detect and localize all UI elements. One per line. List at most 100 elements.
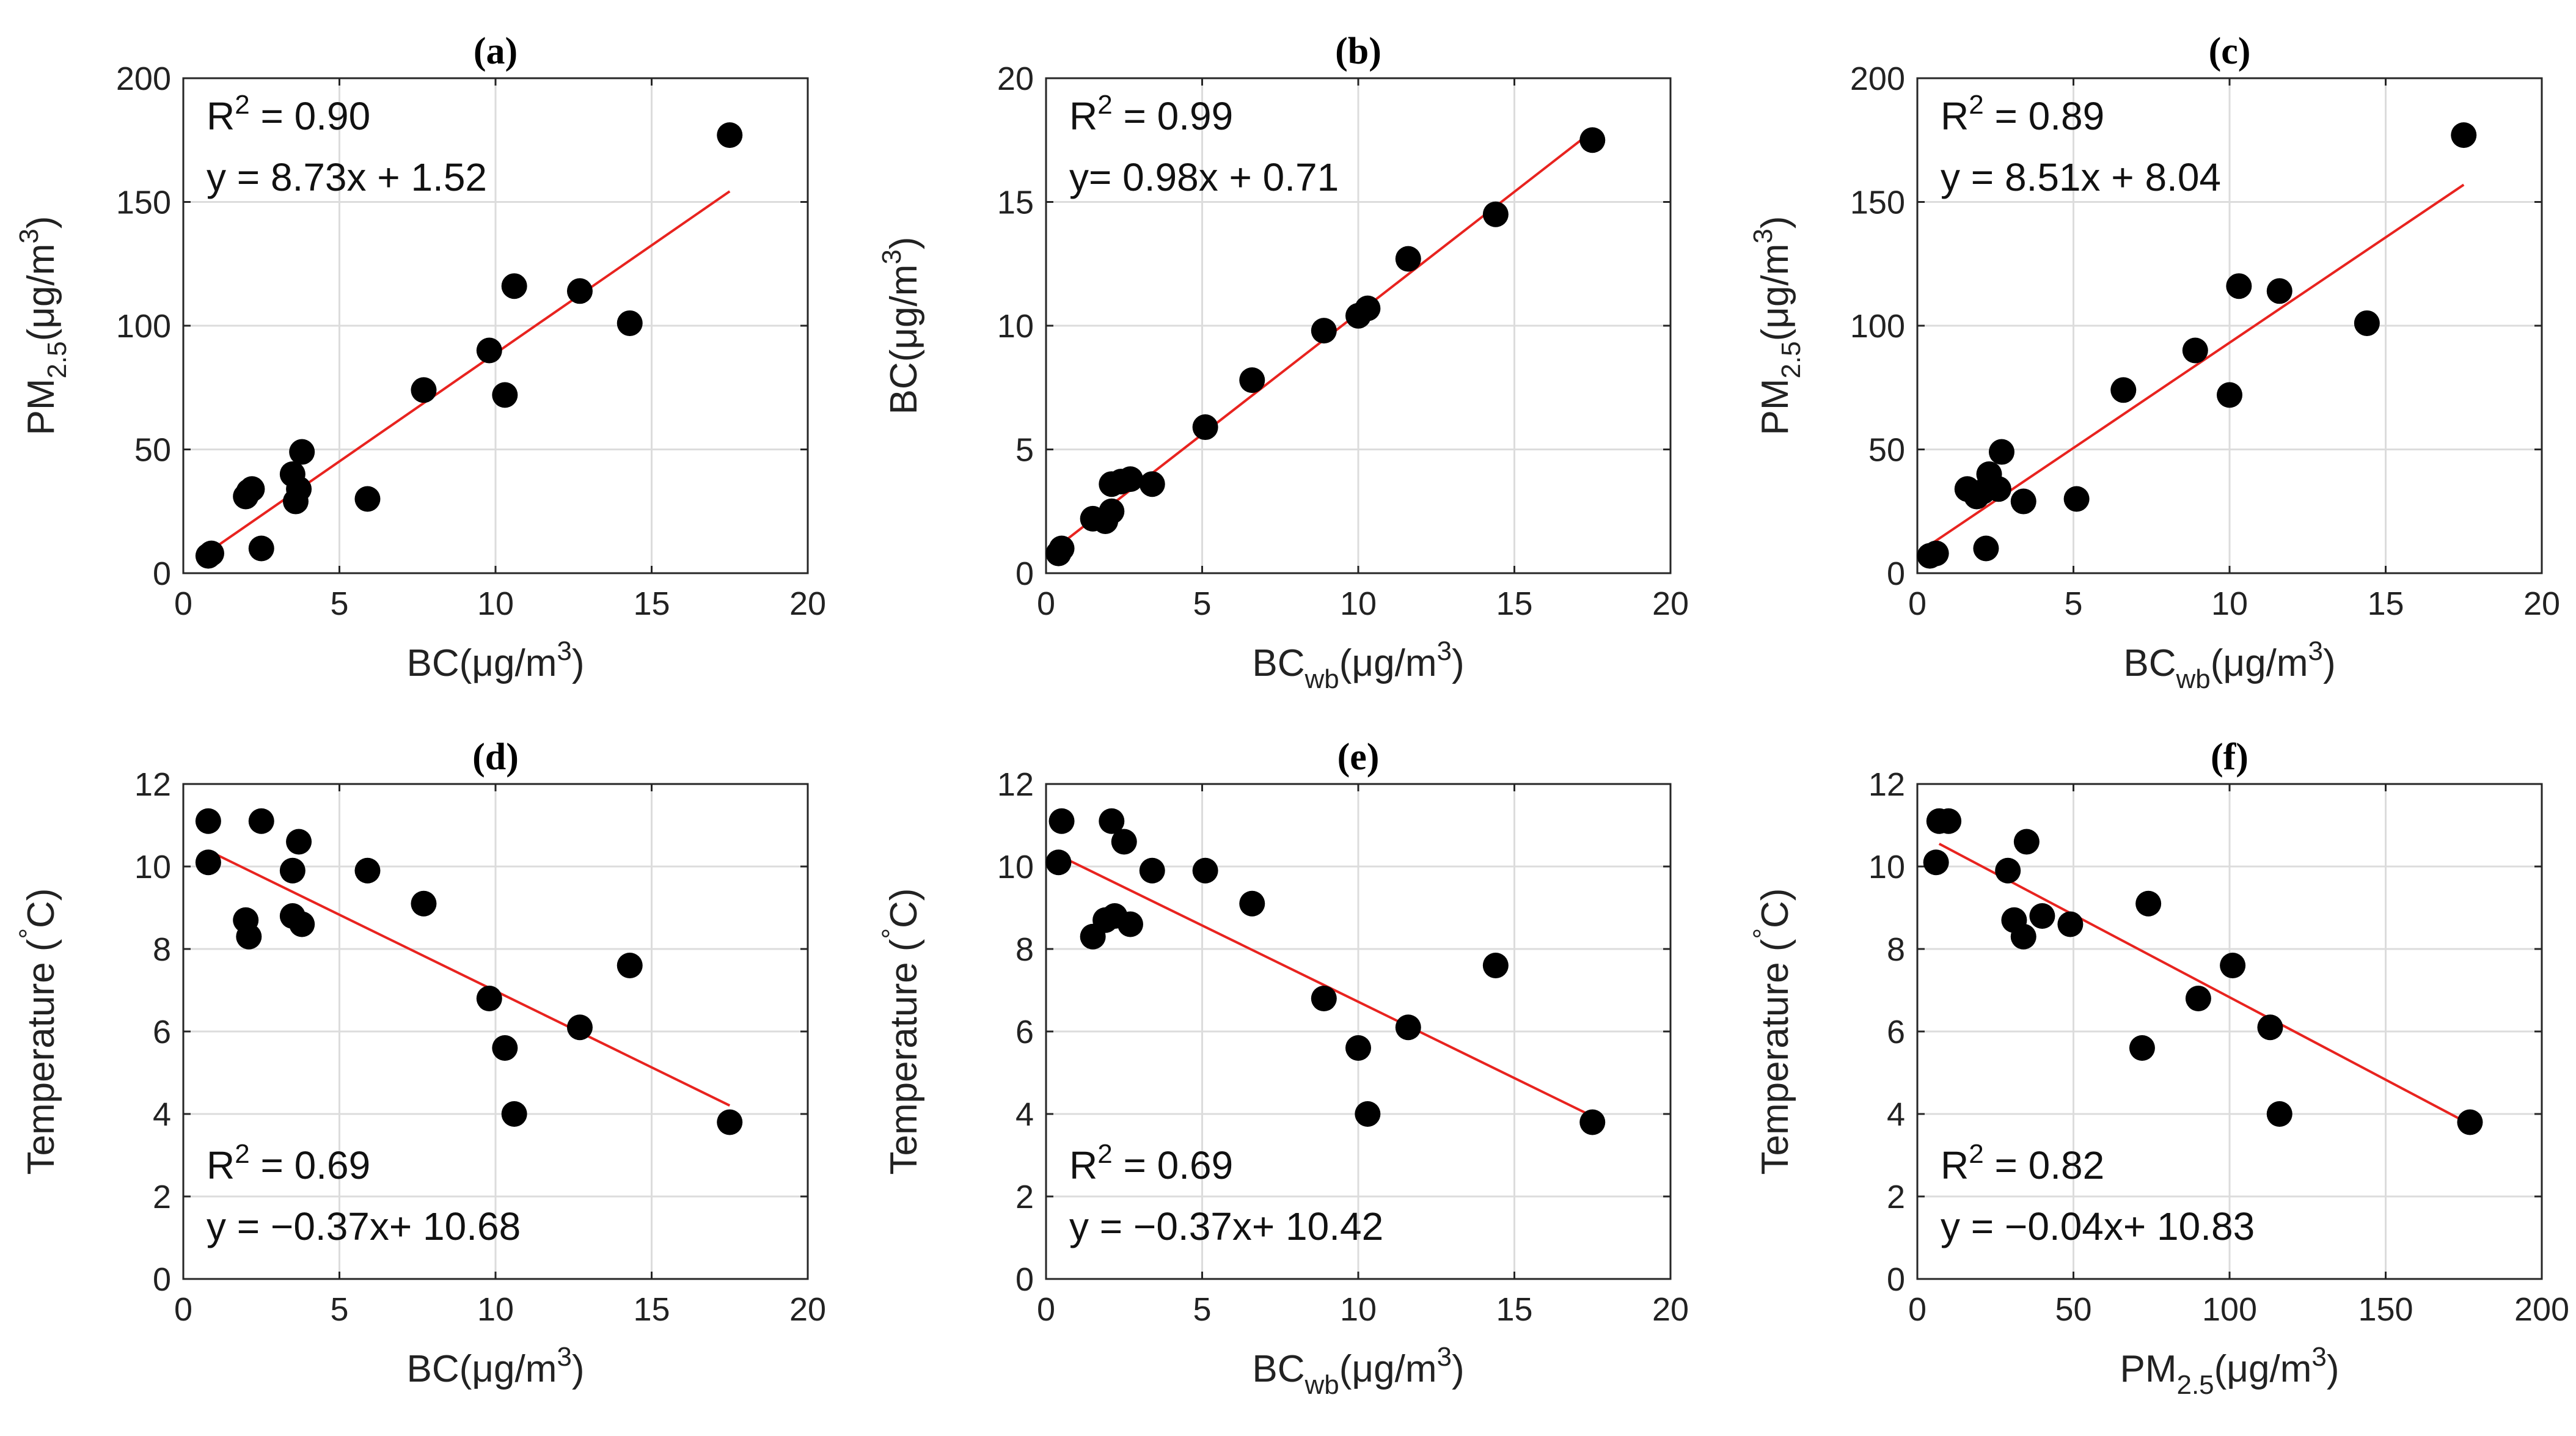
x-tick-label: 10 (1340, 1291, 1377, 1328)
x-tick-label: 10 (477, 585, 514, 622)
y-tick-label: 4 (1015, 1096, 1034, 1133)
data-point (2266, 278, 2292, 304)
y-tick-label: 0 (153, 555, 171, 592)
data-point (2110, 377, 2137, 403)
data-point (1139, 471, 1165, 497)
data-point (2057, 911, 2084, 937)
data-point (248, 808, 274, 834)
data-point (1311, 318, 1337, 344)
x-axis-label: BCwb(μg/m3) (1252, 636, 1464, 694)
y-tick-label: 15 (997, 185, 1034, 221)
y-tick-label: 10 (997, 849, 1034, 885)
data-point (1936, 808, 1962, 834)
x-tick-label: 200 (2514, 1291, 2569, 1328)
data-point (1988, 439, 2014, 465)
data-point (239, 476, 265, 502)
r-squared-label: R2 = 0.99 (1069, 90, 1233, 138)
y-tick-label: 20 (997, 60, 1034, 97)
data-point (566, 1014, 593, 1041)
data-point (1355, 295, 1381, 321)
data-point (2135, 890, 2162, 917)
panel-title: (a) (474, 31, 518, 72)
x-tick-label: 5 (1193, 585, 1211, 622)
data-point (492, 1035, 518, 1061)
data-point (289, 911, 315, 937)
data-point (1355, 1101, 1381, 1127)
data-point (1192, 414, 1218, 441)
data-point (1579, 127, 1606, 153)
x-tick-label: 15 (1496, 1291, 1532, 1328)
r-squared-label: R2 = 0.69 (1069, 1139, 1233, 1187)
data-point (1395, 246, 1421, 272)
y-axis-label: PM2.5(μg/m3) (14, 216, 72, 435)
x-tick-label: 5 (330, 585, 348, 622)
data-point (2451, 122, 2477, 148)
y-tick-label: 0 (153, 1261, 171, 1298)
data-point (1139, 857, 1165, 884)
y-tick-label: 200 (116, 60, 171, 97)
y-axis-label: Temperature (°C) (1748, 888, 1796, 1175)
data-point (1099, 808, 1125, 834)
data-point (411, 377, 437, 403)
y-tick-label: 4 (1887, 1096, 1905, 1133)
data-point (1117, 466, 1143, 493)
regression-equation: y = −0.37x+ 10.42 (1069, 1204, 1383, 1248)
data-point (2129, 1035, 2155, 1061)
r-squared-label: R2 = 0.82 (1941, 1139, 2104, 1187)
y-tick-label: 12 (134, 766, 171, 803)
axes-box (1916, 77, 2543, 574)
data-point (1973, 535, 1999, 562)
data-point (411, 890, 437, 917)
r-squared-label: R2 = 0.89 (1941, 90, 2104, 138)
y-tick-label: 150 (116, 185, 171, 221)
x-axis-label: PM2.5(μg/m3) (2120, 1342, 2339, 1400)
data-point (1239, 367, 1265, 394)
panel-title: (f) (2211, 736, 2249, 778)
y-tick-label: 5 (1015, 432, 1034, 469)
y-tick-label: 8 (1887, 931, 1905, 968)
y-tick-label: 50 (134, 432, 171, 469)
data-point (2010, 488, 2036, 515)
y-tick-label: 2 (1015, 1179, 1034, 1215)
panel-d: 0 5 10 15 20 0 2 4 6 8 10 12 (d) R2 = 0.69 y = −0.37x+… (14, 736, 826, 1390)
data-point (1048, 808, 1075, 834)
y-tick-label: 6 (1887, 1014, 1905, 1050)
data-point (1117, 911, 1143, 937)
data-point (289, 439, 315, 465)
y-tick-label: 4 (153, 1096, 171, 1133)
data-point (617, 310, 643, 336)
x-tick-label: 0 (1908, 1291, 1927, 1328)
y-tick-label: 10 (1868, 849, 1905, 885)
data-point (286, 476, 312, 502)
y-tick-label: 50 (1868, 432, 1905, 469)
data-point (236, 923, 262, 950)
data-point (717, 1109, 743, 1135)
x-tick-label: 0 (1037, 585, 1055, 622)
x-tick-label: 50 (2055, 1291, 2091, 1328)
data-point (1192, 857, 1218, 884)
y-axis-label: PM2.5(μg/m3) (1748, 216, 1806, 435)
data-point (2354, 310, 2380, 336)
data-point (492, 382, 518, 408)
r-squared-label: R2 = 0.69 (207, 1139, 370, 1187)
panel-title: (e) (1337, 736, 1380, 778)
data-point (476, 986, 502, 1011)
regression-equation: y = 8.73x + 1.52 (207, 155, 487, 199)
data-point (2266, 1101, 2292, 1127)
x-tick-label: 20 (789, 1291, 826, 1328)
data-point (248, 535, 274, 562)
y-tick-label: 8 (1015, 931, 1034, 968)
r-squared-label: R2 = 0.90 (207, 90, 370, 138)
y-tick-label: 6 (153, 1014, 171, 1050)
data-point (501, 1101, 527, 1127)
x-tick-label: 150 (2358, 1291, 2413, 1328)
data-point (279, 857, 306, 884)
data-point (1099, 498, 1125, 524)
x-tick-label: 15 (2367, 585, 2404, 622)
x-tick-label: 10 (1340, 585, 1377, 622)
axes-box (1045, 783, 1672, 1280)
axes-box (1045, 77, 1672, 574)
y-tick-label: 10 (134, 849, 171, 885)
